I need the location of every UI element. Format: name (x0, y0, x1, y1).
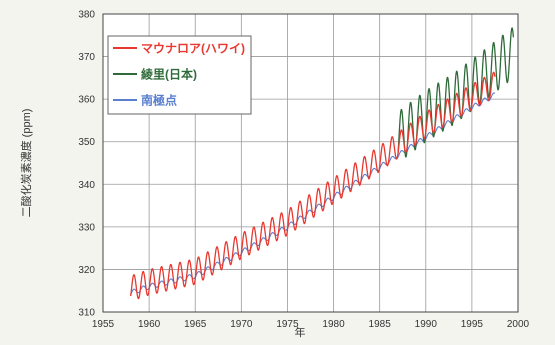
y-tick-label-330: 330 (78, 222, 95, 233)
plot-frame (102, 13, 519, 313)
y-tick-label-370: 370 (78, 52, 95, 63)
x-tick-label-1960: 1960 (138, 319, 161, 330)
x-tick-label-1955: 1955 (92, 319, 115, 330)
y-tick-label-360: 360 (78, 95, 95, 106)
x-tick-label-1980: 1980 (322, 319, 345, 330)
y-tick-label-320: 320 (78, 265, 95, 276)
y-tick-label-340: 340 (78, 180, 95, 191)
x-axis-label: 年 (295, 325, 306, 339)
legend-label-south-pole: 南極点 (141, 93, 177, 108)
series-line-ryori (397, 27, 515, 158)
x-tick-label-1970: 1970 (230, 319, 253, 330)
x-tick-label-1985: 1985 (369, 319, 392, 330)
x-tick-label-1990: 1990 (415, 319, 438, 330)
tick-labels: 1955 1960 1965 1970 1975 1980 1985 1990 1995 2000… (78, 10, 529, 331)
legend: マウナロア(ハワイ) 綾里(日本) 南極点 (107, 35, 252, 115)
series-line-mauna-loa (130, 71, 496, 300)
legend-label-mauna-loa: マウナロア(ハワイ) (141, 42, 245, 56)
x-tick-label-1975: 1975 (276, 319, 299, 330)
y-tick-label-380: 380 (78, 10, 95, 21)
y-axis-label: 二酸化炭素濃度 (ppm) (19, 109, 33, 218)
x-tick-label-1995: 1995 (461, 319, 484, 330)
x-tick-label-1965: 1965 (184, 319, 207, 330)
legend-label-ryori: 綾里(日本) (141, 67, 197, 82)
y-tick-label-350: 350 (78, 137, 95, 148)
x-tick-label-2000: 2000 (507, 319, 530, 330)
series-layer (130, 27, 515, 300)
y-tick-label-310: 310 (78, 308, 95, 319)
